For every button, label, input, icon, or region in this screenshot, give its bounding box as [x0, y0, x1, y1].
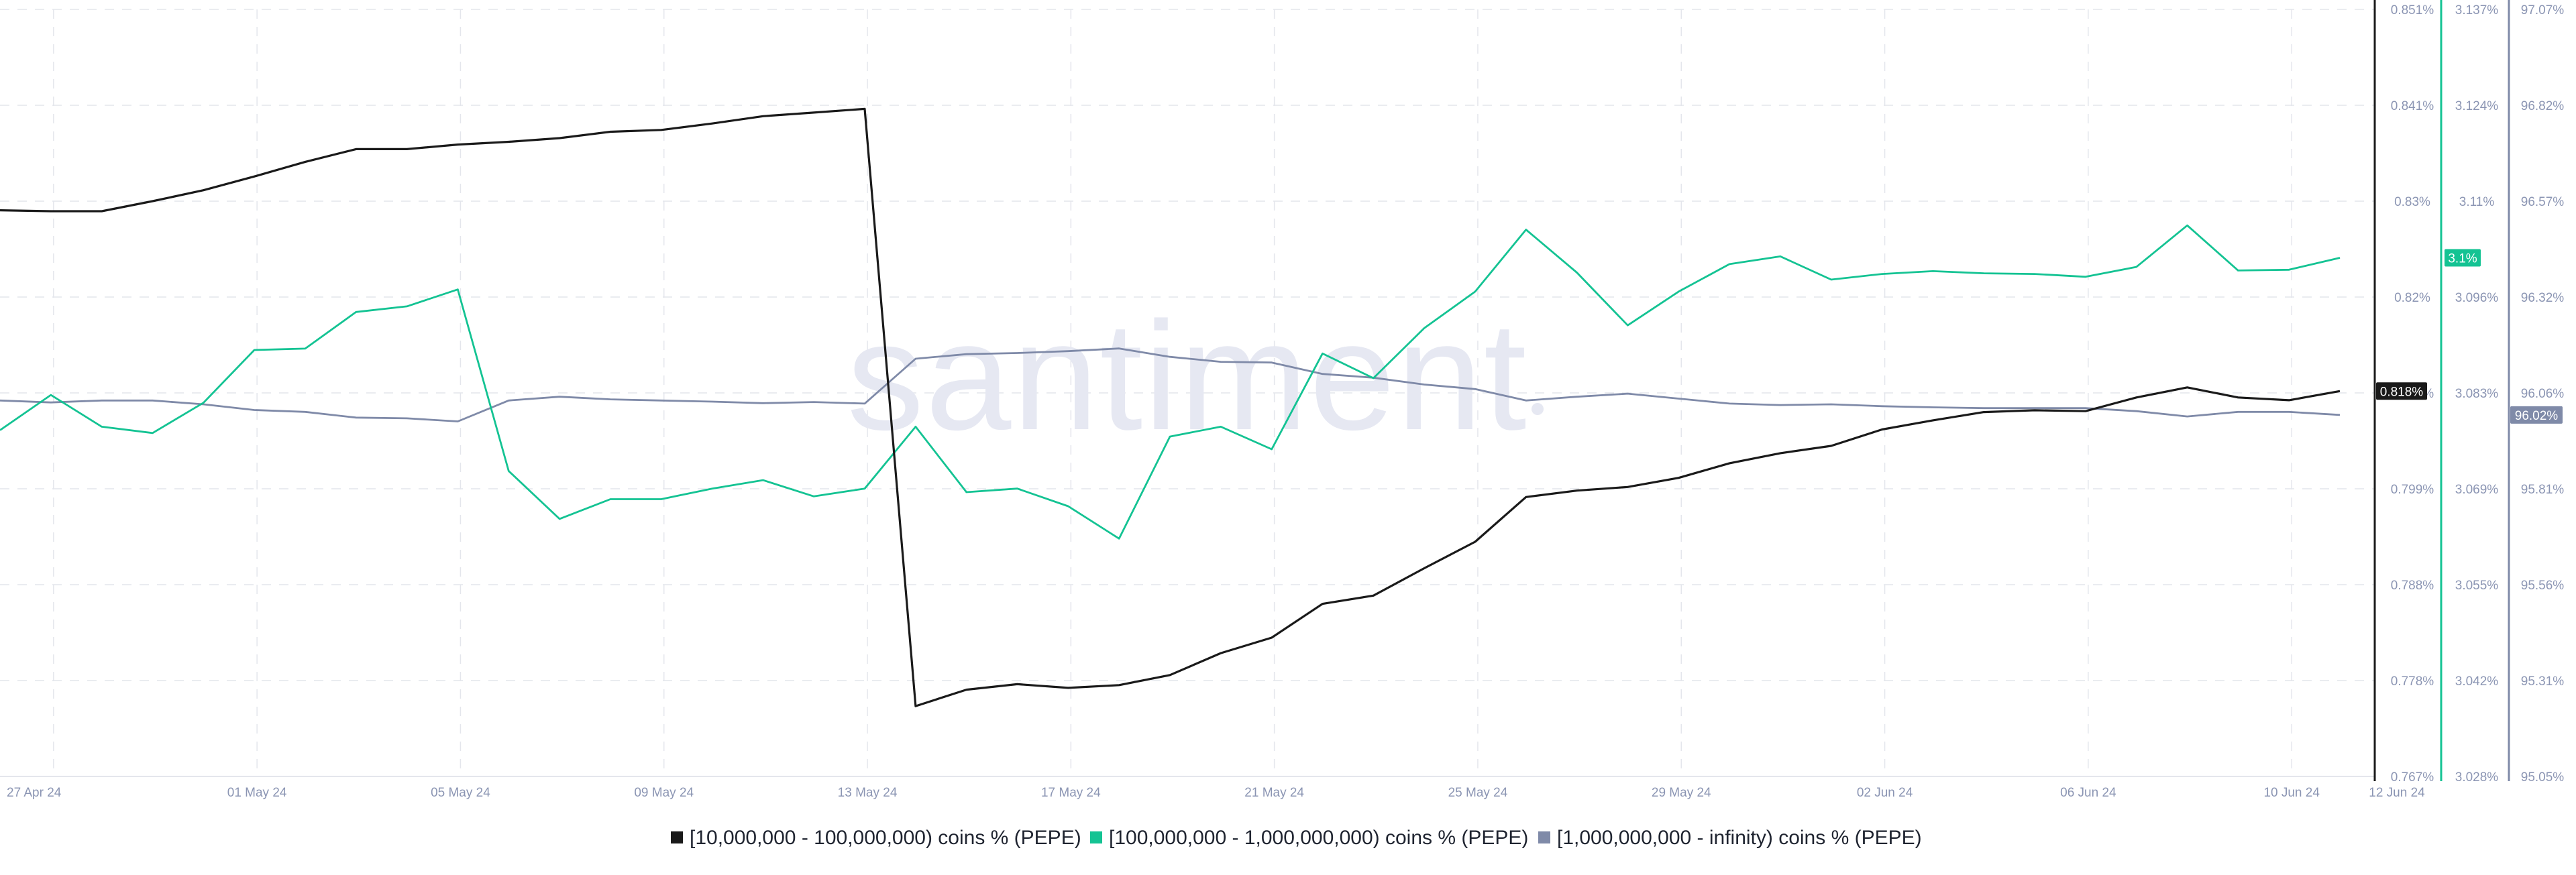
x-axis-tick-label: 29 May 24: [1652, 786, 1711, 800]
last-value-badge-2: [2445, 249, 2481, 267]
y-axis-1-tick-label: 0.841%: [2391, 99, 2434, 113]
legend-swatch: [671, 831, 683, 843]
legend-label: [100,000,000 - 1,000,000,000) coins % (P…: [1109, 827, 1528, 849]
axis-layer: 0.851%0.841%0.83%0.82%0.809%0.799%0.788%…: [2373, 0, 2565, 784]
y-axis-1-tick-label: 0.767%: [2391, 770, 2434, 784]
x-axis-tick-label: 27 Apr 24: [7, 786, 62, 800]
x-axis-tick-label: 09 May 24: [634, 786, 694, 800]
y-axis-3-tick-label: 95.31%: [2521, 675, 2565, 689]
legend-swatch: [1538, 831, 1550, 843]
series-line-2: [0, 224, 2341, 540]
y-axis-2-tick-label: 3.069%: [2455, 483, 2499, 497]
y-axis-3-tick-label: 96.32%: [2521, 291, 2565, 305]
y-axis-2-tick-label: 3.028%: [2455, 770, 2499, 784]
grid-layer: [0, 9, 2375, 777]
x-axis-tick-label: 13 May 24: [838, 786, 898, 800]
legend-item-1[interactable]: [10,000,000 - 100,000,000) coins % (PEPE…: [671, 827, 1081, 849]
y-axis-2-tick-label: 3.124%: [2455, 99, 2499, 113]
legend-item-2[interactable]: [100,000,000 - 1,000,000,000) coins % (P…: [1090, 827, 1528, 849]
x-axis-tick-label: 25 May 24: [1448, 786, 1508, 800]
y-axis-3-tick-label: 95.81%: [2521, 483, 2565, 497]
y-axis-3-tick-label: 96.06%: [2521, 387, 2565, 401]
legend: [10,000,000 - 100,000,000) coins % (PEPE…: [671, 827, 1922, 849]
x-axis-tick-label: 17 May 24: [1041, 786, 1101, 800]
y-axis-3-tick-label: 96.82%: [2521, 99, 2565, 113]
y-axis-2-tick-label: 3.137%: [2455, 3, 2499, 17]
y-axis-1-tick-label: 0.788%: [2391, 579, 2434, 593]
last-value-badge-1: [2376, 382, 2427, 400]
y-axis-3-tick-label: 95.05%: [2521, 770, 2565, 784]
x-axis-tick-label: 06 Jun 24: [2060, 786, 2116, 800]
x-axis-tick-label: 12 Jun 24: [2369, 786, 2425, 800]
last-value-badge-3: [2510, 406, 2563, 424]
y-axis-2-tick-label: 3.042%: [2455, 675, 2499, 689]
watermark-dot: [1532, 403, 1544, 415]
legend-swatch: [1090, 831, 1102, 843]
y-axis-2-tick-label: 3.11%: [2459, 195, 2495, 209]
y-axis-2-tick-label: 3.096%: [2455, 291, 2499, 305]
last-value-badges: 0.818% 3.1% 96.02%: [2376, 249, 2563, 424]
y-axis-3-tick-label: 97.07%: [2521, 3, 2565, 17]
y-axis-3-tick-label: 95.56%: [2521, 579, 2565, 593]
x-axis-ticks: 27 Apr 24 01 May 24 05 May 24 09 May 24 13 M…: [7, 786, 2425, 800]
x-axis-tick-label: 05 May 24: [431, 786, 490, 800]
series-layer: [0, 107, 2341, 707]
x-axis-tick-label: 21 May 24: [1244, 786, 1304, 800]
x-axis-tick-label: 02 Jun 24: [1857, 786, 1913, 800]
y-axis-1-tick-label: 0.778%: [2391, 675, 2434, 689]
legend-label: [10,000,000 - 100,000,000) coins % (PEPE…: [690, 827, 1081, 849]
x-axis-tick-label: 01 May 24: [227, 786, 287, 800]
y-axis-2-tick-label: 3.083%: [2455, 387, 2499, 401]
x-axis-tick-label: 10 Jun 24: [2263, 786, 2320, 800]
y-axis-1-tick-label: 0.799%: [2391, 483, 2434, 497]
legend-label: [1,000,000,000 - infinity) coins % (PEPE…: [1557, 827, 1922, 849]
y-axis-1-tick-label: 0.83%: [2394, 195, 2430, 209]
y-axis-1-tick-label: 0.82%: [2394, 291, 2430, 305]
y-axis-3-tick-label: 96.57%: [2521, 195, 2565, 209]
y-axis-2-tick-label: 3.055%: [2455, 579, 2499, 593]
y-axis-1-tick-label: 0.851%: [2391, 3, 2434, 17]
series-line-3: [0, 347, 2341, 422]
legend-item-3[interactable]: [1,000,000,000 - infinity) coins % (PEPE…: [1538, 827, 1922, 849]
last-value-label-2: 3.1%: [2448, 251, 2477, 266]
last-value-label-1: 0.818%: [2380, 385, 2424, 399]
santiment-watermark: santiment: [847, 290, 1527, 462]
series-line-1: [0, 107, 2341, 707]
last-value-label-3: 96.02%: [2515, 409, 2559, 423]
